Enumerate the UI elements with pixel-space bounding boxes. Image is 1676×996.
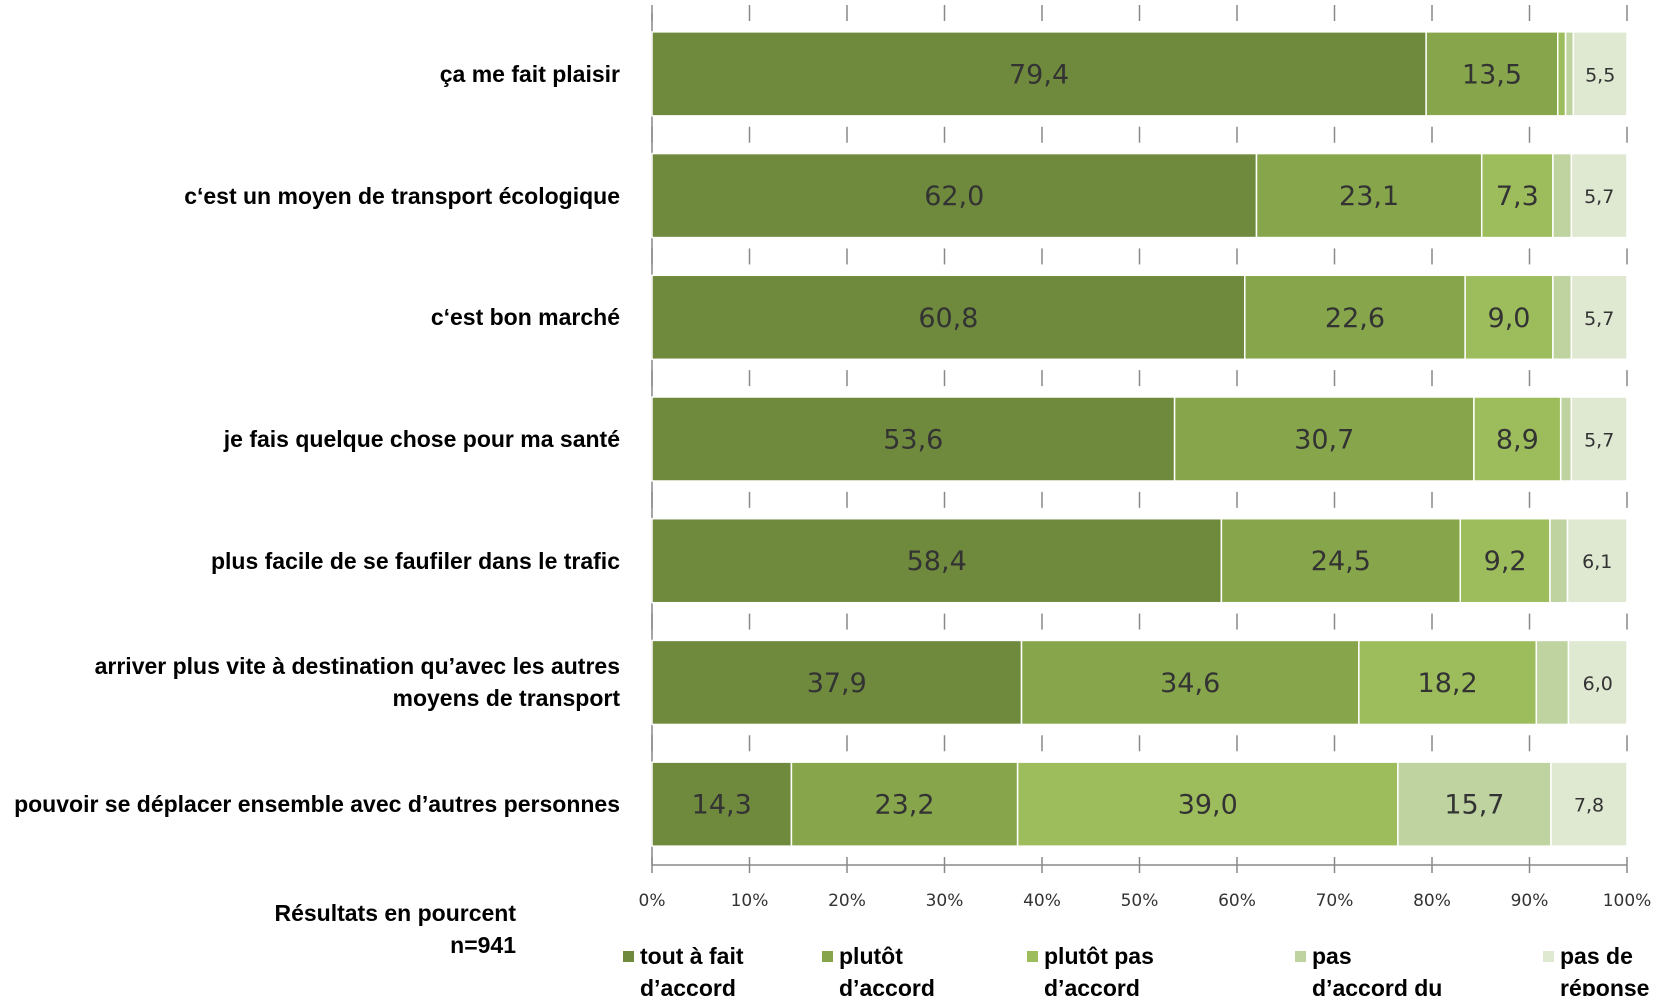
data-label: 39,0 (1178, 790, 1238, 821)
bar-segment (651, 396, 1176, 482)
data-label: 5,7 (1584, 186, 1614, 208)
bar-segment (1572, 31, 1628, 117)
category-label: arriver plus vite à destination qu’avec … (94, 653, 620, 712)
legend-item: plutôt pas d’accord (1027, 940, 1184, 996)
legend-item: tout à fait d’accord (623, 940, 780, 996)
bar-segment (1397, 761, 1552, 847)
bar-segment (1564, 31, 1575, 117)
bar-segment (651, 31, 1427, 117)
legend-item: pas d’accord du tout (1295, 940, 1452, 996)
bar-segment (1550, 761, 1628, 847)
bar-segment (1220, 517, 1462, 604)
bar-segment (1557, 31, 1567, 117)
data-label: 79,4 (1009, 59, 1069, 90)
bar-segment (1255, 152, 1483, 239)
legend-item: pas de réponse (1543, 940, 1670, 996)
data-label: 22,6 (1325, 303, 1385, 334)
legend-swatch (822, 951, 833, 962)
bar-segment (651, 274, 1246, 361)
legend-label: tout à fait d’accord (640, 943, 744, 996)
x-tick-label: 10% (731, 891, 769, 911)
data-label: 53,6 (883, 425, 943, 456)
data-label: 5,7 (1584, 308, 1614, 330)
bar-segment (1244, 274, 1466, 361)
bar-segment (1570, 152, 1628, 239)
bar-segment (651, 761, 793, 847)
x-tick-label: 60% (1218, 891, 1256, 911)
data-label: 9,0 (1488, 303, 1531, 334)
legend-swatch (1543, 951, 1554, 962)
data-label: 14,3 (692, 790, 752, 821)
data-label: 62,0 (924, 181, 984, 212)
bar-segment (1473, 396, 1562, 482)
category-label: c‘est bon marché (430, 304, 620, 331)
bar-segment (1549, 517, 1569, 604)
legend-swatch (1027, 951, 1038, 962)
data-label: 9,2 (1484, 546, 1527, 577)
note: Résultats en pourcent (274, 900, 516, 926)
data-label: 23,1 (1339, 181, 1399, 212)
legend-swatch (623, 951, 634, 962)
bar-segment (1480, 152, 1554, 239)
x-tick-label: 20% (828, 891, 866, 911)
x-tick-label: 70% (1316, 891, 1354, 911)
category-label: ça me fait plaisir (439, 60, 620, 87)
category-label: plus facile de se faufiler dans le trafi… (210, 547, 620, 574)
legend-label: pas de réponse (1560, 943, 1650, 996)
data-label: 30,7 (1294, 425, 1354, 456)
bar-segment (1566, 517, 1628, 604)
data-label: 34,6 (1160, 668, 1220, 699)
bar-segment (1552, 274, 1573, 361)
legend-label: plutôt pas d’accord (1044, 943, 1154, 996)
bar-segment (651, 152, 1258, 239)
data-label: 13,5 (1462, 59, 1522, 90)
x-tick-label: 30% (926, 891, 964, 911)
bar-segment (1459, 517, 1551, 604)
x-tick-label: 100% (1603, 891, 1652, 911)
data-label: 8,9 (1496, 425, 1539, 456)
bar-segment (1570, 274, 1628, 361)
data-label: 23,2 (874, 790, 934, 821)
data-label: 37,9 (807, 668, 867, 699)
data-label: 15,7 (1444, 790, 1504, 821)
data-label: 58,4 (907, 546, 967, 577)
bar-segment (1020, 639, 1360, 726)
bar-segment (1173, 396, 1475, 482)
bar-segment (1535, 639, 1570, 726)
x-tick-label: 40% (1023, 891, 1061, 911)
legend-swatch (1295, 951, 1306, 962)
category-label: pouvoir se déplacer ensemble avec d’autr… (14, 791, 620, 818)
bar-segment (1016, 761, 1399, 847)
data-label: 24,5 (1311, 546, 1371, 577)
data-label: 6,1 (1582, 551, 1612, 573)
x-tick-label: 50% (1121, 891, 1159, 911)
bar-segment (1552, 152, 1573, 239)
legend-label: pas d’accord du tout (1312, 943, 1443, 996)
legend-label: plutôt d’accord (839, 943, 935, 996)
bar-segment (1358, 639, 1538, 726)
note: n=941 (450, 932, 516, 958)
data-label: 5,5 (1585, 64, 1615, 86)
x-tick-label: 80% (1413, 891, 1451, 911)
data-label: 7,3 (1496, 181, 1539, 212)
data-label: 60,8 (918, 303, 978, 334)
x-tick-label: 0% (639, 891, 666, 911)
category-label: je fais quelque chose pour ma santé (223, 426, 620, 452)
bar-segment (1570, 396, 1628, 482)
bar-segment (651, 639, 1023, 726)
x-tick-label: 90% (1511, 891, 1549, 911)
data-label: 18,2 (1418, 668, 1478, 699)
bar-segment (1559, 396, 1573, 482)
bar-segment (1567, 639, 1628, 726)
legend-item: plutôt d’accord (822, 940, 979, 996)
category-label: c‘est un moyen de transport écologique (184, 182, 620, 209)
bar-segment (1425, 31, 1559, 117)
data-label: 7,8 (1574, 795, 1604, 817)
data-label: 6,0 (1583, 673, 1613, 695)
data-label: 5,7 (1584, 430, 1614, 452)
